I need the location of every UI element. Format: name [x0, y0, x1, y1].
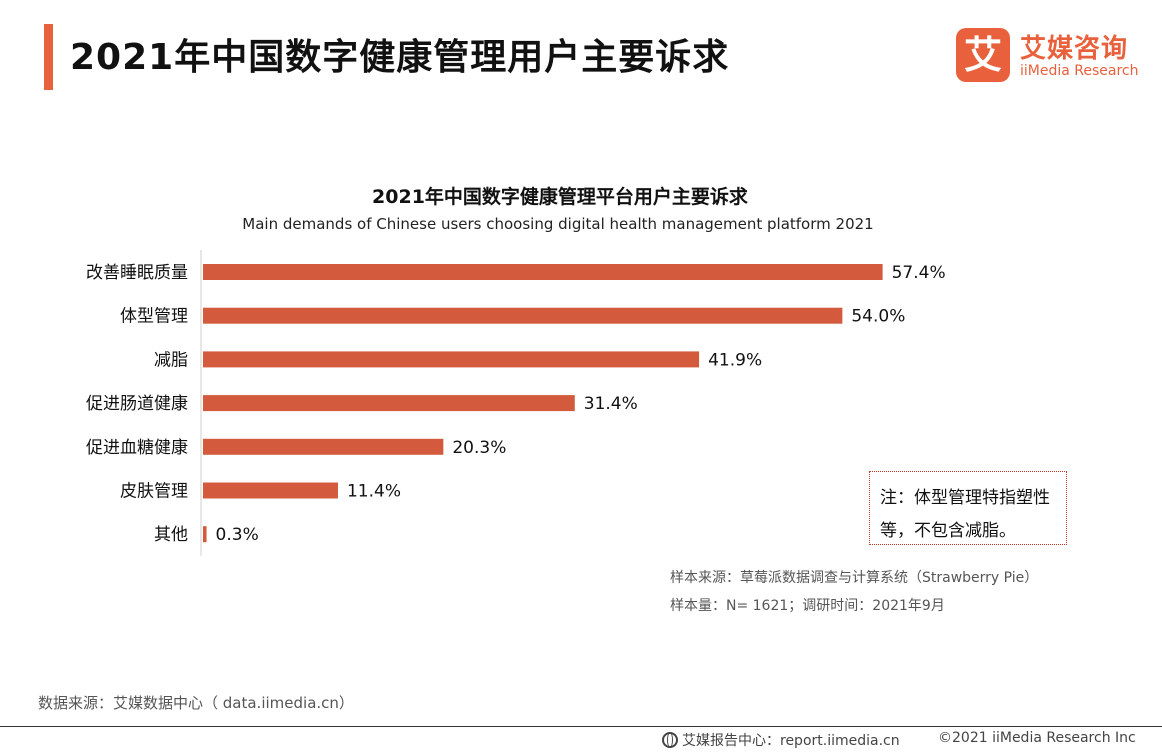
- logo-name-cn: 艾媒咨询: [1020, 34, 1129, 64]
- category-label: 促进血糖健康: [86, 438, 188, 458]
- bar: [203, 395, 575, 412]
- bar: [203, 264, 883, 280]
- category-label: 皮肤管理: [120, 482, 188, 502]
- logo-mark-icon: 艾: [956, 28, 1010, 82]
- page-title: 2021年中国数字健康管理用户主要诉求: [70, 37, 730, 78]
- value-label: 20.3%: [452, 438, 506, 458]
- data-source: 数据来源：艾媒数据中心（ data.iimedia.cn）: [38, 694, 354, 712]
- value-label: 11.4%: [347, 482, 401, 502]
- bar: [203, 351, 700, 368]
- logo-name-en: iiMedia Research: [1020, 63, 1139, 79]
- footer-report: 艾媒报告中心：report.iimedia.cn: [662, 730, 900, 750]
- sample-size: 样本量：N= 1621；调研时间：2021年9月: [670, 598, 945, 614]
- category-label: 体型管理: [120, 307, 188, 327]
- category-label: 减脂: [154, 350, 188, 370]
- footer-copyright: ©2021 iiMedia Research Inc: [938, 730, 1136, 746]
- sample-source: 样本来源：草莓派数据调查与计算系统（Strawberry Pie）: [670, 570, 1039, 586]
- footer-report-text: 艾媒报告中心：report.iimedia.cn: [682, 733, 900, 749]
- bar: [203, 307, 843, 324]
- category-label: 促进肠道健康: [86, 394, 188, 414]
- category-label: 改善睡眠质量: [86, 263, 188, 283]
- bar: [203, 482, 338, 499]
- note-box: 注：体型管理特指塑性等，不包含减脂。: [869, 471, 1067, 545]
- value-label: 31.4%: [584, 394, 638, 414]
- value-label: 54.0%: [851, 307, 905, 327]
- footer-divider: [0, 726, 1162, 727]
- globe-icon: [662, 732, 678, 748]
- value-label: 0.3%: [216, 525, 259, 545]
- chart-subtitle: Main demands of Chinese users choosing d…: [242, 215, 874, 233]
- chart-title: 2021年中国数字健康管理平台用户主要诉求: [372, 186, 748, 208]
- bar: [203, 438, 444, 455]
- title-accent-bar: [44, 24, 53, 90]
- bar: [203, 526, 207, 543]
- brand-logo: 艾 艾媒咨询 iiMedia Research: [956, 28, 1146, 84]
- value-label: 57.4%: [892, 263, 946, 283]
- value-label: 41.9%: [708, 350, 762, 370]
- category-label: 其他: [154, 525, 188, 545]
